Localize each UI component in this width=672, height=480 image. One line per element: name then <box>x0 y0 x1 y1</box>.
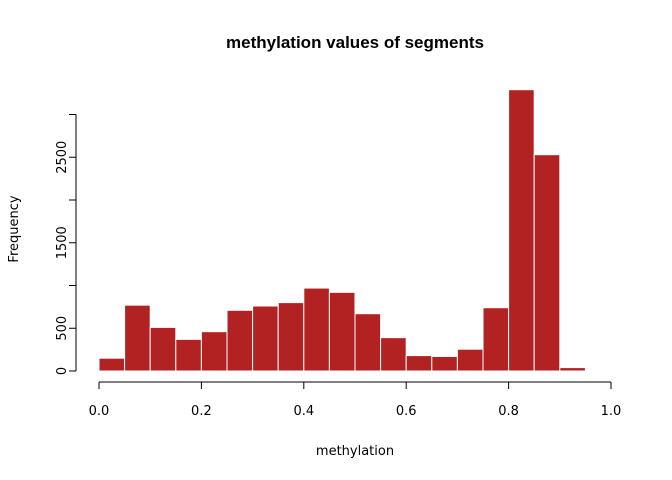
histogram-bar <box>98 357 126 372</box>
x-tick-label: 0.6 <box>396 404 417 419</box>
histogram-bar <box>226 309 254 372</box>
histogram-bar <box>175 338 202 372</box>
x-tick-label: 0.8 <box>498 404 519 419</box>
histogram-bar <box>354 313 382 372</box>
bars-group <box>98 89 586 372</box>
y-tick-label: 2500 <box>55 141 70 174</box>
x-ticks: 0.0 0.2 0.4 0.6 0.8 1.0 <box>89 382 622 419</box>
y-tick-label: 500 <box>55 316 70 341</box>
histogram-bar <box>508 89 535 372</box>
histogram-bar <box>149 326 177 372</box>
histogram-bar <box>482 307 510 372</box>
histogram-bar <box>277 302 305 372</box>
x-tick-label: 0.0 <box>89 404 110 419</box>
x-axis: 0.0 0.2 0.4 0.6 0.8 1.0 <box>89 381 622 419</box>
histogram-bar <box>200 331 228 372</box>
histogram-bar <box>252 305 279 372</box>
histogram-bar <box>303 287 330 372</box>
y-ticks: 0 500 1500 2500 <box>55 114 76 375</box>
x-tick-label: 0.4 <box>293 404 314 419</box>
x-tick-label: 1.0 <box>601 404 622 419</box>
x-tick-label: 0.2 <box>191 404 212 419</box>
histogram-bar <box>456 348 484 372</box>
histogram-bar <box>431 355 458 372</box>
histogram-bar <box>533 154 561 372</box>
histogram-bar <box>124 304 151 372</box>
y-axis: 0 500 1500 2500 <box>55 114 77 375</box>
y-tick-label: 1500 <box>55 226 70 259</box>
histogram-bar <box>405 355 433 372</box>
histogram-bar <box>559 367 586 372</box>
x-axis-label: methylation <box>316 444 394 459</box>
y-axis-label: Frequency <box>7 195 22 262</box>
chart-title: methylation values of segments <box>226 33 484 52</box>
y-tick-label: 0 <box>55 367 70 375</box>
histogram-bar <box>328 291 356 372</box>
histogram-bar <box>380 337 407 372</box>
